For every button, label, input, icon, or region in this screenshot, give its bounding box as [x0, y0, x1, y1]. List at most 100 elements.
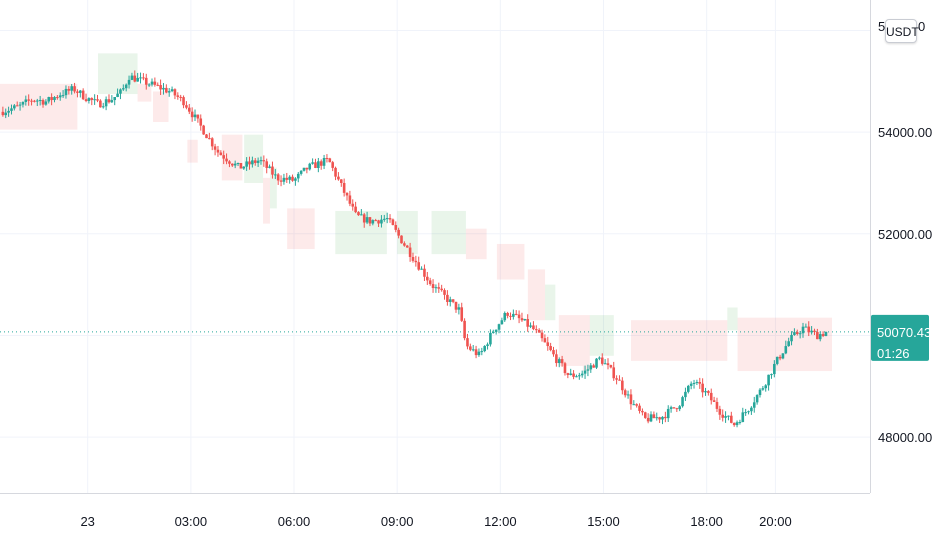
candle-up[interactable]	[93, 99, 96, 101]
candle-up[interactable]	[497, 324, 501, 330]
candlesticks[interactable]	[1, 70, 828, 428]
candle-down[interactable]	[560, 359, 564, 364]
candle-up[interactable]	[649, 414, 653, 422]
candle-down[interactable]	[319, 161, 323, 166]
candle-up[interactable]	[755, 395, 759, 403]
candle-up[interactable]	[360, 214, 363, 216]
candle-down[interactable]	[718, 408, 722, 415]
candle-down[interactable]	[423, 268, 426, 277]
candle-down[interactable]	[615, 378, 618, 380]
candle-down[interactable]	[185, 105, 188, 108]
candle-down[interactable]	[107, 99, 111, 103]
candle-up[interactable]	[274, 174, 277, 176]
candle-down[interactable]	[621, 380, 624, 391]
candle-down[interactable]	[428, 280, 432, 285]
candle-up[interactable]	[24, 99, 28, 102]
candle-down[interactable]	[795, 332, 799, 334]
candle-up[interactable]	[471, 349, 475, 351]
candle-down[interactable]	[400, 235, 403, 244]
candle-up[interactable]	[147, 84, 151, 86]
candle-down[interactable]	[397, 229, 400, 236]
candle-up[interactable]	[704, 391, 707, 393]
candle-down[interactable]	[612, 367, 616, 379]
candle-down[interactable]	[609, 365, 613, 368]
candle-down[interactable]	[228, 161, 231, 164]
candle-down[interactable]	[219, 152, 223, 156]
candle-up[interactable]	[681, 397, 684, 407]
candle-up[interactable]	[47, 97, 51, 102]
candle-down[interactable]	[153, 81, 157, 85]
candle-down[interactable]	[41, 100, 45, 105]
candle-up[interactable]	[61, 95, 65, 97]
candle-up[interactable]	[35, 100, 39, 102]
candle-down[interactable]	[431, 284, 435, 289]
candle-down[interactable]	[67, 88, 71, 91]
candle-down[interactable]	[600, 357, 604, 364]
candle-down[interactable]	[652, 414, 656, 419]
candle-up[interactable]	[136, 77, 139, 82]
candle-up[interactable]	[494, 329, 498, 332]
candle-up[interactable]	[21, 101, 25, 105]
candle-down[interactable]	[156, 84, 160, 86]
candle-up[interactable]	[380, 219, 383, 224]
candle-up[interactable]	[491, 331, 495, 333]
candle-down[interactable]	[208, 138, 211, 140]
candle-up[interactable]	[448, 299, 452, 302]
candle-up[interactable]	[744, 412, 747, 414]
candle-up[interactable]	[692, 382, 696, 384]
candle-down[interactable]	[15, 105, 19, 107]
candle-up[interactable]	[124, 84, 128, 89]
price-axis-background[interactable]	[870, 0, 932, 550]
candle-up[interactable]	[268, 166, 271, 168]
candle-down[interactable]	[331, 162, 334, 168]
candle-up[interactable]	[773, 363, 776, 375]
candle-down[interactable]	[707, 391, 710, 393]
candle-up[interactable]	[793, 332, 796, 335]
candle-down[interactable]	[566, 373, 570, 375]
candle-down[interactable]	[377, 220, 380, 224]
candle-down[interactable]	[305, 167, 309, 170]
candle-up[interactable]	[655, 417, 659, 419]
candle-up[interactable]	[598, 357, 601, 359]
candle-down[interactable]	[563, 363, 567, 374]
candle-up[interactable]	[365, 217, 369, 223]
candle-down[interactable]	[187, 107, 191, 112]
candle-down[interactable]	[27, 99, 30, 101]
candle-up[interactable]	[738, 421, 742, 423]
candle-down[interactable]	[222, 155, 225, 159]
candle-down[interactable]	[179, 96, 182, 98]
candle-down[interactable]	[176, 95, 180, 97]
candle-up[interactable]	[101, 106, 105, 108]
candle-down[interactable]	[334, 167, 337, 177]
candle-down[interactable]	[446, 294, 449, 302]
candle-up[interactable]	[251, 160, 254, 165]
candle-down[interactable]	[675, 408, 679, 410]
candle-down[interactable]	[142, 77, 145, 79]
candle-down[interactable]	[173, 89, 177, 96]
candle-up[interactable]	[767, 374, 770, 386]
candle-up[interactable]	[113, 97, 117, 101]
candle-down[interactable]	[81, 90, 85, 100]
candle-up[interactable]	[666, 408, 670, 419]
candle-down[interactable]	[532, 325, 535, 330]
currency-unit-button[interactable]: USDT	[885, 19, 919, 43]
candle-down[interactable]	[543, 338, 547, 343]
candle-down[interactable]	[190, 111, 194, 118]
candle-up[interactable]	[299, 170, 303, 174]
candle-down[interactable]	[1, 111, 5, 116]
candle-down[interactable]	[474, 349, 478, 356]
candle-up[interactable]	[259, 160, 263, 162]
candle-up[interactable]	[53, 97, 56, 101]
time-axis-background[interactable]	[0, 493, 870, 550]
candle-down[interactable]	[205, 134, 208, 139]
candle-up[interactable]	[775, 356, 779, 364]
candle-down[interactable]	[33, 100, 36, 102]
candle-up[interactable]	[512, 313, 515, 317]
candle-down[interactable]	[698, 382, 702, 384]
candle-up[interactable]	[483, 346, 486, 352]
candle-up[interactable]	[735, 422, 739, 426]
candle-down[interactable]	[30, 100, 33, 102]
candle-up[interactable]	[824, 332, 828, 337]
candle-up[interactable]	[457, 307, 461, 310]
candle-up[interactable]	[578, 375, 581, 377]
